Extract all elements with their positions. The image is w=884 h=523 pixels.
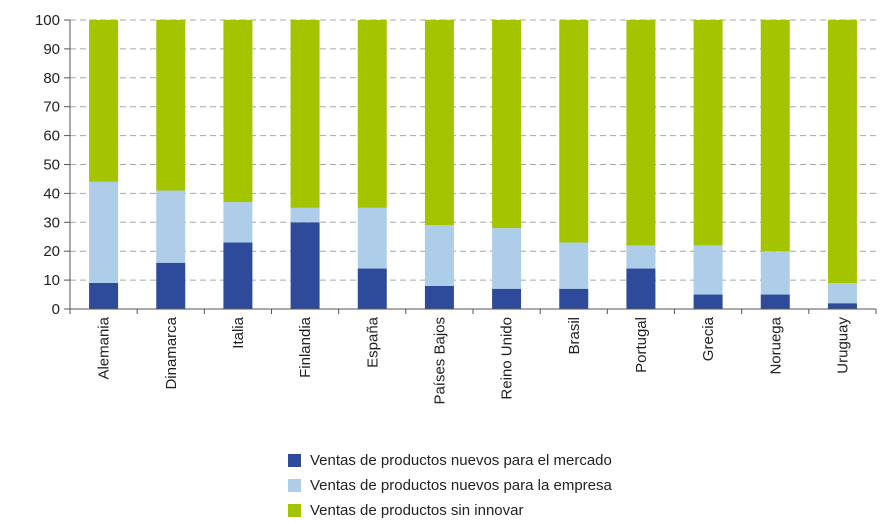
x-tick-label: Noruega: [767, 316, 784, 374]
bar-segment: [290, 207, 320, 223]
bar-segment: [424, 285, 454, 309]
bar-segment: [693, 294, 723, 309]
bar-segment: [559, 288, 589, 309]
bar-segment: [760, 20, 790, 252]
bar-segment: [156, 20, 186, 191]
legend-swatch: [288, 479, 301, 492]
legend: Ventas de productos nuevos para el merca…: [288, 448, 612, 523]
bar-segment: [492, 228, 522, 289]
bar-segment: [424, 225, 454, 286]
y-axis: 0 10 20 30 40 50 60 70 80 90 100: [35, 12, 71, 318]
x-tick-label: Brasil: [566, 317, 583, 355]
x-tick-label: Reino Unido: [499, 317, 516, 400]
x-tick-label: Dinamarca: [163, 316, 180, 389]
y-tick-label: 0: [52, 301, 60, 318]
bars: [89, 20, 857, 309]
bar-segment: [492, 20, 522, 229]
x-axis: Alemania Dinamarca Italia Finlandia España Pa…: [69, 308, 877, 405]
bar-segment: [693, 20, 723, 246]
y-tick-label: 40: [43, 185, 60, 202]
gridlines: [70, 19, 876, 281]
legend-label: Ventas de productos sin innovar: [310, 502, 524, 519]
bar-segment: [290, 20, 320, 208]
y-tick-label: 80: [43, 70, 60, 87]
bar-segment: [626, 268, 656, 309]
bar-segment: [827, 20, 857, 283]
bar-segment: [156, 190, 186, 263]
y-tick-label: 60: [43, 128, 60, 145]
y-tick-label: 90: [43, 41, 60, 58]
x-tick-label: Uruguay: [834, 317, 851, 374]
y-tick-label: 20: [43, 243, 60, 260]
legend-item: Ventas de productos nuevos para la empre…: [288, 473, 612, 498]
bar-segment: [156, 262, 186, 309]
bar-segment: [760, 251, 790, 295]
bar-segment: [559, 242, 589, 289]
y-tick-label: 100: [35, 12, 60, 29]
legend-item: Ventas de productos nuevos para el merca…: [288, 448, 612, 473]
x-tick-label: Finlandia: [297, 316, 314, 378]
y-tick-label: 30: [43, 214, 60, 231]
legend-label: Ventas de productos nuevos para la empre…: [310, 477, 612, 494]
bar-segment: [760, 294, 790, 309]
bar-segment: [89, 282, 119, 309]
x-tick-label: Alemania: [96, 316, 113, 379]
legend-swatch: [288, 454, 301, 467]
x-tick-label: Italia: [230, 316, 247, 348]
bar-segment: [827, 282, 857, 304]
y-tick-label: 70: [43, 99, 60, 116]
x-tick-label: Grecia: [700, 316, 717, 361]
y-tick-label: 50: [43, 157, 60, 174]
legend-label: Ventas de productos nuevos para el merca…: [310, 452, 612, 469]
bar-segment: [89, 20, 119, 182]
bar-segment: [89, 181, 119, 283]
stacked-bar-chart: 0 10 20 30 40 50 60 70 80 90 100 Alemania Dinamarca…: [35, 12, 877, 405]
legend-swatch: [288, 504, 301, 517]
bar-segment: [357, 20, 387, 208]
x-tick-label: Portugal: [633, 317, 650, 373]
bar-segment: [223, 242, 253, 309]
legend-item: Ventas de productos sin innovar: [288, 498, 612, 523]
bar-segment: [626, 20, 656, 246]
y-tick-label: 10: [43, 272, 60, 289]
bar-segment: [827, 303, 857, 309]
bar-segment: [492, 288, 522, 309]
bar-segment: [357, 268, 387, 309]
bar-segment: [223, 20, 253, 203]
bar-segment: [357, 207, 387, 269]
x-tick-label: España: [364, 316, 381, 368]
bar-segment: [424, 20, 454, 226]
x-tick-label: Países Bajos: [431, 317, 448, 405]
bar-segment: [290, 222, 320, 309]
bar-segment: [693, 245, 723, 295]
bar-segment: [223, 202, 253, 243]
bar-segment: [559, 20, 589, 243]
bar-segment: [626, 245, 656, 269]
